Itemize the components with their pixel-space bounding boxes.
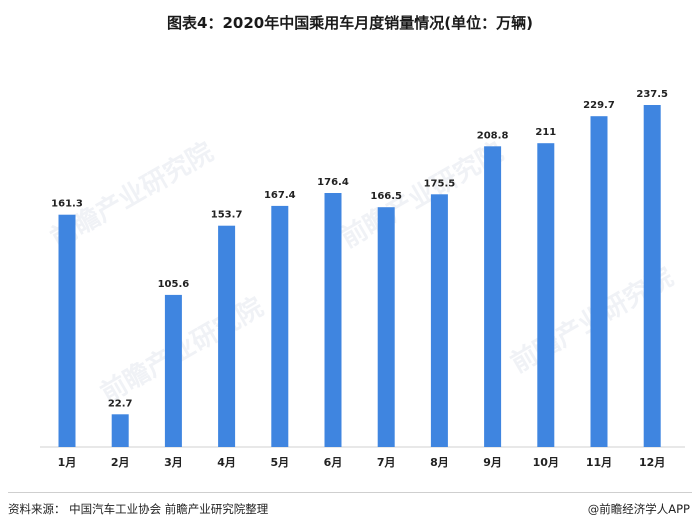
bar-4月 [218,225,236,447]
bar-9月 [484,146,502,448]
bar-10月 [537,143,555,447]
bar-3月 [164,294,182,447]
brand-text: @前瞻经济学人APP [587,502,690,516]
value-label: 208.8 [477,130,509,141]
value-label: 176.4 [317,177,349,188]
bar-1月 [58,214,76,447]
footer-divider [8,492,692,493]
bar-8月 [430,194,448,447]
x-tick-label: 1月 [58,456,77,469]
bar-12月 [643,105,661,447]
x-tick-label: 12月 [639,456,665,469]
value-label: 105.6 [158,279,190,290]
bar-chart: 161.3 22.7 105.6 153.7 167.4 176.4 166.5 175.5 2… [40,89,685,469]
bars-group [58,105,661,448]
value-label: 211 [535,127,556,138]
bar-5月 [271,205,289,447]
value-label: 229.7 [583,100,615,111]
source-note: 资料来源： 中国汽车工业协会 前瞻产业研究院整理 [8,502,269,516]
value-labels-group: 161.3 22.7 105.6 153.7 167.4 176.4 166.5 175.5 2… [51,89,668,409]
x-tick-label: 8月 [430,456,449,469]
x-tick-label: 7月 [377,456,396,469]
x-tick-label: 3月 [164,456,183,469]
value-label: 153.7 [211,210,243,221]
x-tick-label: 5月 [270,456,289,469]
x-tick-label: 9月 [483,456,502,469]
value-label: 175.5 [424,178,456,189]
value-label: 167.4 [264,190,296,201]
bar-6月 [324,193,342,447]
x-tick-label: 11月 [586,456,612,469]
value-label: 237.5 [636,89,668,100]
x-tick-labels-group: 1月 2月 3月 4月 5月 6月 7月 8月 9月 10月 11月 12月 [58,456,666,469]
value-label: 161.3 [51,199,83,210]
x-tick-label: 4月 [217,456,236,469]
x-tick-label: 6月 [324,456,343,469]
chart-title: 图表4：2020年中国乘用车月度销量情况(单位：万辆) [167,14,533,32]
bar-11月 [590,116,608,447]
bar-7月 [377,207,395,447]
x-tick-label: 10月 [533,456,559,469]
value-label: 166.5 [370,191,402,202]
x-tick-label: 2月 [111,456,130,469]
brand-credit: @前瞻经济学人APP [588,501,690,517]
value-label: 22.7 [108,398,133,409]
bar-2月 [111,414,129,447]
